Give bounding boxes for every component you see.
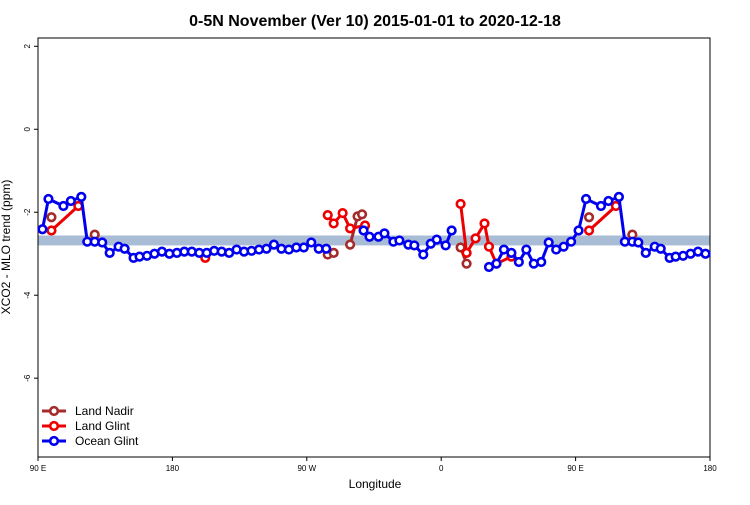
data-point [521, 244, 532, 255]
y-tick-label: 0 [23, 126, 32, 131]
data-point [379, 228, 390, 239]
x-tick-label: 90 E [30, 464, 46, 473]
x-tick-label: 0 [439, 464, 444, 473]
data-point [461, 258, 472, 269]
data-point [470, 233, 481, 244]
data-point [536, 256, 547, 268]
data-point [440, 240, 451, 251]
y-tick-label: -2 [23, 208, 32, 216]
data-point [37, 224, 48, 235]
x-tick-label: 90 W [297, 464, 316, 473]
data-point [356, 209, 368, 220]
data-point [583, 212, 595, 223]
data-point [328, 218, 339, 229]
data-point [580, 193, 592, 205]
legend-marker [48, 405, 60, 417]
data-point [640, 247, 651, 258]
data-point [58, 200, 69, 212]
data-point [306, 237, 317, 248]
data-point [261, 243, 272, 254]
data-point [700, 248, 711, 259]
data-point [298, 242, 309, 253]
data-point [461, 247, 472, 258]
x-axis-label: Longitude [349, 477, 402, 491]
data-point [558, 241, 569, 252]
data-point [268, 239, 280, 250]
data-point [345, 239, 356, 250]
data-point [46, 212, 57, 223]
x-tick-label: 180 [703, 464, 717, 473]
data-point [455, 198, 466, 210]
data-point [394, 235, 405, 246]
data-point [543, 237, 554, 248]
data-point [337, 207, 348, 219]
data-point [583, 225, 595, 236]
data-point [573, 225, 584, 236]
plot-frame [37, 37, 711, 458]
data-point [491, 258, 502, 269]
x-tick-label: 180 [166, 464, 180, 473]
y-tick-label: 2 [23, 44, 32, 49]
legend-label: Ocean Glint [75, 434, 139, 448]
data-point [119, 243, 130, 254]
data-point [409, 240, 420, 251]
data-point [513, 256, 524, 268]
data-point [322, 210, 333, 221]
data-point [418, 249, 429, 260]
data-point [455, 242, 466, 253]
data-point [328, 247, 339, 258]
reference-band [38, 235, 710, 246]
legend-label: Land Glint [75, 419, 130, 433]
data-point [613, 191, 625, 202]
y-tick-label: -4 [23, 291, 32, 299]
data-point [43, 193, 54, 205]
data-point [97, 237, 108, 248]
chart-title: 0-5N November (Ver 10) 2015-01-01 to 202… [189, 13, 561, 30]
data-point [65, 195, 76, 207]
data-point [633, 237, 644, 248]
data-point [431, 234, 442, 245]
data-point [364, 231, 375, 242]
data-point [655, 243, 666, 254]
legend-label: Land Nadir [75, 404, 134, 418]
data-point [345, 223, 356, 234]
data-point [595, 200, 607, 212]
data-point [566, 236, 577, 247]
legend-marker [48, 420, 60, 432]
data-point [358, 225, 369, 236]
y-axis-label: XCO2 - MLO trend (ppm) [0, 180, 13, 315]
data-point [104, 247, 115, 258]
data-point [483, 241, 495, 252]
data-point [506, 247, 517, 258]
data-point [479, 218, 490, 229]
legend-marker [48, 435, 60, 447]
data-point [46, 225, 57, 236]
y-tick-label: -6 [23, 374, 32, 382]
x-tick-label: 90 E [567, 464, 583, 473]
data-point [321, 243, 332, 254]
data-point [76, 191, 87, 202]
data-point [603, 195, 614, 207]
data-point [446, 225, 457, 236]
